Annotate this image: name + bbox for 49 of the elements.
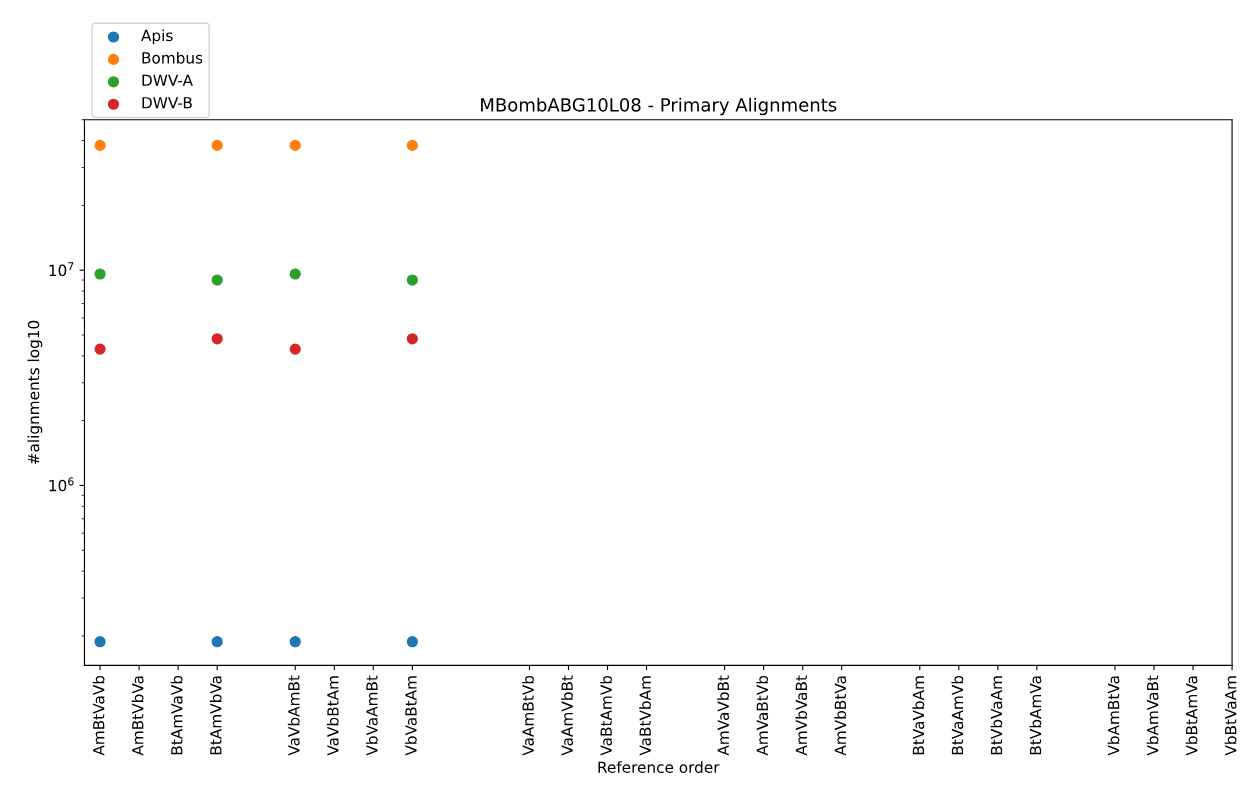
legend-label: Bombus: [142, 51, 203, 64]
x-tick-label: VbAmVaBt: [1146, 675, 1159, 756]
x-tick-label: AmVaBtVb: [756, 675, 769, 756]
point: [289, 268, 301, 280]
x-tick-label: VbVaBtAm: [404, 676, 417, 756]
point: [211, 636, 223, 648]
legend-label: DWV-A: [142, 74, 193, 86]
x-tick-label: AmVaVbBt: [717, 675, 730, 756]
x-tick-label: BtVaVbAm: [912, 676, 925, 755]
x-tick-label: VbVaAmBt: [365, 675, 378, 756]
point: [211, 333, 223, 345]
x-axis-title: Reference order: [598, 761, 720, 774]
point: [94, 343, 106, 355]
point: [94, 268, 106, 280]
point: [94, 636, 106, 648]
chart-title: MBombABG10L08 - Primary Alignments: [481, 97, 837, 116]
x-tick-label: VaVbBtAm: [326, 676, 339, 756]
y-tick-label: 10$^{6}$: [49, 477, 74, 492]
x-tick-label: VaVbAmBt: [287, 675, 300, 756]
legend-label: Apis: [141, 29, 173, 45]
point: [289, 343, 301, 355]
x-tick-label: VaBtAmVb: [600, 675, 612, 756]
x-tick-label: VaBtVbAm: [639, 676, 651, 756]
x-tick-label: BtAmVaVb: [170, 675, 183, 755]
x-tick-label: AmVbBtVa: [834, 676, 847, 756]
x-tick-label: VaAmBtVb: [522, 675, 534, 756]
x-tick-label: AmBtVaVb: [92, 675, 105, 756]
x-tick-label: VaAmVbBt: [561, 675, 573, 756]
x-tick-label: BtVbAmVa: [1029, 676, 1042, 755]
x-tick-label: BtVbVaAm: [990, 676, 1003, 755]
x-tick-label: AmVbVaBt: [795, 675, 808, 756]
x-tick-label: VbBtVaAm: [1224, 676, 1237, 756]
x-tick-label: VbAmBtVa: [1107, 676, 1120, 756]
x-tick-label: BtAmVbVa: [209, 676, 222, 755]
point: [406, 636, 418, 648]
x-tick-label: VbBtAmVa: [1185, 676, 1198, 756]
y-tick-label: 10$^{7}$: [49, 262, 74, 277]
legend-label: DWV-B: [142, 97, 192, 109]
point: [211, 139, 223, 152]
point: [289, 139, 301, 152]
x-tick-label: BtVaAmVb: [951, 675, 964, 755]
point: [406, 274, 418, 286]
point: [406, 139, 418, 152]
point: [406, 333, 418, 345]
y-axis-title: #alignments log10: [27, 320, 43, 465]
point: [211, 274, 223, 286]
point: [289, 636, 301, 648]
point: [94, 139, 106, 152]
x-tick-label: AmBtVbVa: [131, 676, 144, 756]
